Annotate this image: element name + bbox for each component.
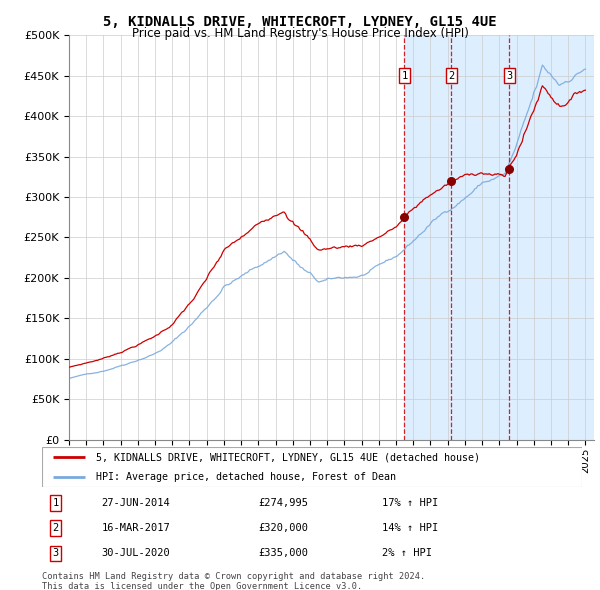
Text: £335,000: £335,000	[258, 548, 308, 558]
Text: 3: 3	[506, 71, 512, 81]
Text: 16-MAR-2017: 16-MAR-2017	[101, 523, 170, 533]
Text: HPI: Average price, detached house, Forest of Dean: HPI: Average price, detached house, Fore…	[96, 472, 396, 481]
Text: 1: 1	[401, 71, 407, 81]
Text: 14% ↑ HPI: 14% ↑ HPI	[382, 523, 439, 533]
Text: 3: 3	[52, 548, 59, 558]
Bar	[404, 35, 594, 440]
Text: 17% ↑ HPI: 17% ↑ HPI	[382, 498, 439, 508]
Text: 1: 1	[52, 498, 59, 508]
Text: 2% ↑ HPI: 2% ↑ HPI	[382, 548, 432, 558]
Text: This data is licensed under the Open Government Licence v3.0.: This data is licensed under the Open Gov…	[42, 582, 362, 590]
Text: 30-JUL-2020: 30-JUL-2020	[101, 548, 170, 558]
Text: 2: 2	[52, 523, 59, 533]
Text: 27-JUN-2014: 27-JUN-2014	[101, 498, 170, 508]
Text: 5, KIDNALLS DRIVE, WHITECROFT, LYDNEY, GL15 4UE: 5, KIDNALLS DRIVE, WHITECROFT, LYDNEY, G…	[103, 15, 497, 29]
Text: £274,995: £274,995	[258, 498, 308, 508]
Text: 5, KIDNALLS DRIVE, WHITECROFT, LYDNEY, GL15 4UE (detached house): 5, KIDNALLS DRIVE, WHITECROFT, LYDNEY, G…	[96, 453, 480, 463]
Text: Price paid vs. HM Land Registry's House Price Index (HPI): Price paid vs. HM Land Registry's House …	[131, 27, 469, 40]
Text: £320,000: £320,000	[258, 523, 308, 533]
Text: Contains HM Land Registry data © Crown copyright and database right 2024.: Contains HM Land Registry data © Crown c…	[42, 572, 425, 581]
Text: 2: 2	[448, 71, 454, 81]
